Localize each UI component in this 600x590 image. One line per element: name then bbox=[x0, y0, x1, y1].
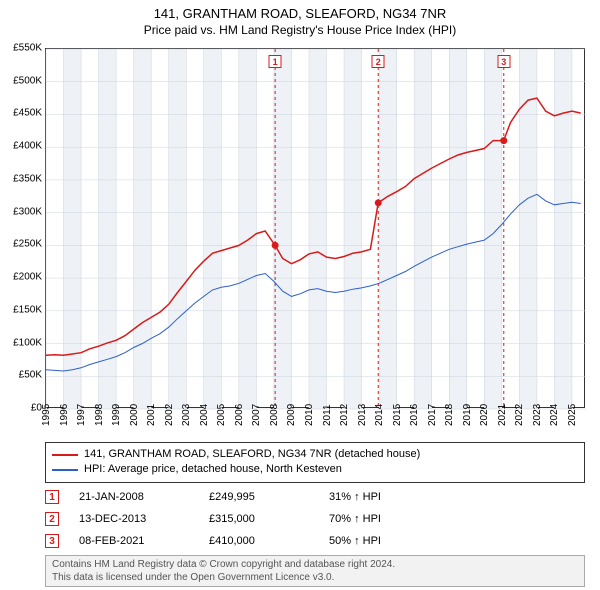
y-tick-label: £50K bbox=[19, 370, 42, 381]
x-tick-label: 2006 bbox=[234, 404, 245, 426]
sale-price: £315,000 bbox=[209, 513, 329, 525]
x-tick-label: 1996 bbox=[59, 404, 70, 426]
x-tick-label: 2009 bbox=[286, 404, 297, 426]
y-axis-labels: £0£50K£100K£150K£200K£250K£300K£350K£400… bbox=[0, 48, 45, 408]
title-line-2: Price paid vs. HM Land Registry's House … bbox=[0, 23, 600, 39]
x-tick-label: 1998 bbox=[94, 404, 105, 426]
sale-marker-3: 3 bbox=[497, 55, 510, 68]
x-tick-label: 2001 bbox=[146, 404, 157, 426]
y-tick-label: £200K bbox=[13, 272, 42, 283]
x-tick-label: 2005 bbox=[216, 404, 227, 426]
footer-line-2: This data is licensed under the Open Gov… bbox=[52, 571, 578, 584]
y-tick-label: £300K bbox=[13, 206, 42, 217]
x-tick-label: 2011 bbox=[322, 404, 333, 426]
legend-label: 141, GRANTHAM ROAD, SLEAFORD, NG34 7NR (… bbox=[84, 447, 420, 462]
y-tick-label: £500K bbox=[13, 75, 42, 86]
sale-marker-box: 2 bbox=[45, 512, 59, 526]
sale-marker-box: 3 bbox=[45, 534, 59, 548]
x-tick-label: 2007 bbox=[251, 404, 262, 426]
x-tick-label: 1997 bbox=[76, 404, 87, 426]
sales-table: 1 21-JAN-2008£249,99531% ↑ HPI 2 13-DEC-201… bbox=[45, 486, 585, 552]
x-tick-label: 2013 bbox=[357, 404, 368, 426]
footer-attribution: Contains HM Land Registry data © Crown c… bbox=[45, 555, 585, 587]
legend-row: 141, GRANTHAM ROAD, SLEAFORD, NG34 7NR (… bbox=[52, 447, 578, 462]
x-tick-label: 2010 bbox=[304, 404, 315, 426]
sale-price: £249,995 bbox=[209, 491, 329, 503]
sale-date: 21-JAN-2008 bbox=[79, 491, 209, 503]
title-line-1: 141, GRANTHAM ROAD, SLEAFORD, NG34 7NR bbox=[0, 6, 600, 23]
y-tick-label: £100K bbox=[13, 337, 42, 348]
x-tick-label: 2002 bbox=[164, 404, 175, 426]
x-tick-label: 1995 bbox=[41, 404, 52, 426]
x-tick-label: 2015 bbox=[392, 404, 403, 426]
x-tick-label: 2025 bbox=[567, 404, 578, 426]
sale-row: 2 13-DEC-2013£315,00070% ↑ HPI bbox=[45, 508, 585, 530]
sale-pct: 70% ↑ HPI bbox=[329, 513, 585, 525]
sale-marker-1: 1 bbox=[269, 55, 282, 68]
x-tick-label: 2016 bbox=[409, 404, 420, 426]
sale-price: £410,000 bbox=[209, 535, 329, 547]
sale-date: 08-FEB-2021 bbox=[79, 535, 209, 547]
x-tick-label: 2019 bbox=[462, 404, 473, 426]
x-tick-label: 2018 bbox=[444, 404, 455, 426]
sale-pct: 50% ↑ HPI bbox=[329, 535, 585, 547]
sale-marker-box: 1 bbox=[45, 490, 59, 504]
x-tick-label: 2021 bbox=[497, 404, 508, 426]
chart-svg bbox=[46, 49, 584, 407]
legend-swatch bbox=[52, 469, 78, 471]
x-tick-label: 2004 bbox=[199, 404, 210, 426]
legend-swatch bbox=[52, 454, 78, 456]
y-tick-label: £450K bbox=[13, 108, 42, 119]
x-tick-label: 2000 bbox=[129, 404, 140, 426]
x-tick-label: 2017 bbox=[427, 404, 438, 426]
x-tick-label: 1999 bbox=[111, 404, 122, 426]
x-axis-labels: 1995199619971998199920002001200220032004… bbox=[45, 410, 585, 440]
sale-row: 3 08-FEB-2021£410,00050% ↑ HPI bbox=[45, 530, 585, 552]
x-tick-label: 2008 bbox=[269, 404, 280, 426]
chart-container: 141, GRANTHAM ROAD, SLEAFORD, NG34 7NR P… bbox=[0, 0, 600, 590]
y-tick-label: £400K bbox=[13, 141, 42, 152]
y-tick-label: £150K bbox=[13, 304, 42, 315]
sale-pct: 31% ↑ HPI bbox=[329, 491, 585, 503]
y-tick-label: £350K bbox=[13, 173, 42, 184]
legend-row: HPI: Average price, detached house, Nort… bbox=[52, 462, 578, 477]
y-tick-label: £550K bbox=[13, 43, 42, 54]
x-tick-label: 2024 bbox=[549, 404, 560, 426]
y-tick-label: £250K bbox=[13, 239, 42, 250]
sale-row: 1 21-JAN-2008£249,99531% ↑ HPI bbox=[45, 486, 585, 508]
x-tick-label: 2020 bbox=[479, 404, 490, 426]
x-tick-label: 2022 bbox=[514, 404, 525, 426]
x-tick-label: 2003 bbox=[181, 404, 192, 426]
x-tick-label: 2023 bbox=[532, 404, 543, 426]
legend-box: 141, GRANTHAM ROAD, SLEAFORD, NG34 7NR (… bbox=[45, 442, 585, 483]
x-tick-label: 2014 bbox=[374, 404, 385, 426]
footer-line-1: Contains HM Land Registry data © Crown c… bbox=[52, 558, 578, 571]
sale-date: 13-DEC-2013 bbox=[79, 513, 209, 525]
sale-marker-2: 2 bbox=[372, 55, 385, 68]
legend-label: HPI: Average price, detached house, Nort… bbox=[84, 462, 342, 477]
title-block: 141, GRANTHAM ROAD, SLEAFORD, NG34 7NR P… bbox=[0, 0, 600, 38]
chart-plot-area: 1 2 3 bbox=[45, 48, 585, 408]
x-tick-label: 2012 bbox=[339, 404, 350, 426]
